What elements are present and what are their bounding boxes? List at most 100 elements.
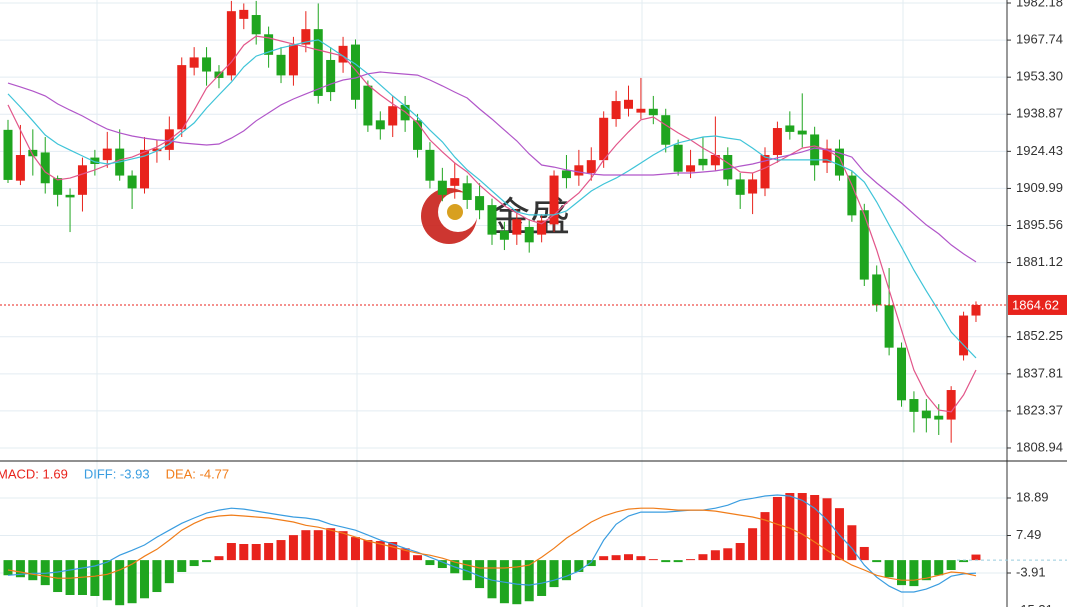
y-tick-label: -3.91 <box>1016 564 1046 579</box>
candle-body <box>872 274 882 306</box>
y-tick-label: 1837.81 <box>1016 365 1063 380</box>
y-tick-label: 1881.12 <box>1016 254 1063 269</box>
line <box>7 71 977 263</box>
macd-bar <box>140 560 150 599</box>
candle-body <box>102 148 112 161</box>
macd-bar <box>177 560 187 572</box>
candle-body <box>897 347 907 401</box>
macd-bar <box>946 560 956 570</box>
y-tick-label: 1808.94 <box>1016 439 1063 454</box>
macd-bar <box>363 540 373 561</box>
candle-body <box>475 196 485 211</box>
macd-bar <box>251 544 261 561</box>
macd-bar <box>3 560 13 576</box>
macd-bar <box>884 560 894 578</box>
macd-bar <box>276 540 286 561</box>
candle-body <box>177 65 187 130</box>
y-tick-label: 1953.30 <box>1016 69 1063 84</box>
macd-bar <box>350 537 360 561</box>
macd-bar <box>549 560 559 588</box>
y-tick-label: -15.31 <box>1016 602 1053 607</box>
macd-bar <box>475 560 485 589</box>
candle-body <box>462 183 472 200</box>
candle-body <box>28 149 38 157</box>
candle-body <box>437 180 447 195</box>
candle-body <box>512 219 522 235</box>
plot-layer <box>0 0 1007 607</box>
y-tick-label: 1938.87 <box>1016 106 1063 121</box>
candle-body <box>599 117 609 161</box>
candle-body <box>797 130 807 135</box>
macd-bar <box>810 494 820 561</box>
macd-bar <box>760 512 770 561</box>
candle-body <box>313 29 323 96</box>
macd-bar <box>586 560 596 567</box>
candle-body <box>338 45 348 63</box>
macd-bar <box>686 559 696 561</box>
candle-body <box>77 165 87 195</box>
last-price-label: 1864.62 <box>1012 297 1059 312</box>
macd-bar <box>102 560 112 601</box>
macd-bar <box>934 560 944 576</box>
line <box>7 507 977 581</box>
candle-body <box>971 304 981 316</box>
y-tick-label: 1909.99 <box>1016 180 1063 195</box>
macd-bar <box>127 560 137 604</box>
candle-body <box>698 158 708 166</box>
candle-body <box>686 165 696 172</box>
macd-bar <box>301 530 311 561</box>
macd-bar <box>226 543 236 561</box>
candle-body <box>748 179 758 194</box>
candle-body <box>921 410 931 419</box>
macd-bar <box>661 560 671 563</box>
candle-body <box>884 305 894 348</box>
candle-body <box>15 155 25 181</box>
candle-body <box>65 194 75 198</box>
candle-body <box>301 29 311 45</box>
candle-body <box>140 149 150 189</box>
candle-body <box>350 44 360 100</box>
y-tick-label: 1823.37 <box>1016 402 1063 417</box>
macd-bar <box>710 550 720 561</box>
line <box>7 35 977 413</box>
macd-bar <box>40 560 50 586</box>
candle-body <box>772 128 782 156</box>
candle-body <box>189 57 199 68</box>
candle-body <box>561 170 571 179</box>
macd-bar <box>859 546 869 561</box>
macd-bar <box>872 560 882 563</box>
candle-body <box>834 148 844 176</box>
macd-bar <box>909 560 919 587</box>
last-price-box <box>1008 294 1067 315</box>
macd-bar <box>28 560 38 581</box>
macd-bar <box>636 556 646 561</box>
candle-body <box>40 152 50 184</box>
macd-bar <box>115 560 125 606</box>
macd-bar <box>214 556 224 561</box>
y-tick-label: 18.89 <box>1016 489 1049 504</box>
candle-body <box>661 115 671 145</box>
y-tick-label: 1895.56 <box>1016 217 1063 232</box>
candle-body <box>624 99 633 109</box>
macd-bar <box>673 560 683 563</box>
candle-body <box>959 315 969 356</box>
candle-body <box>226 11 236 76</box>
candle-body <box>723 155 733 180</box>
candle-body <box>264 34 274 55</box>
macd-bar <box>698 554 708 561</box>
candle-body <box>586 160 596 173</box>
macd-bar <box>388 542 398 561</box>
candle-body <box>611 101 621 120</box>
candle-body <box>276 54 286 76</box>
line <box>7 494 977 593</box>
y-tick-label: 1924.43 <box>1016 143 1063 158</box>
candle-body <box>413 120 423 150</box>
macd-bar <box>189 560 199 567</box>
macd-bar <box>288 535 298 561</box>
candle-body <box>127 175 137 189</box>
candle-body <box>326 59 336 93</box>
line <box>7 39 977 359</box>
candle-body <box>152 148 162 152</box>
macd-bar <box>599 556 609 561</box>
macd-bar <box>772 496 782 561</box>
